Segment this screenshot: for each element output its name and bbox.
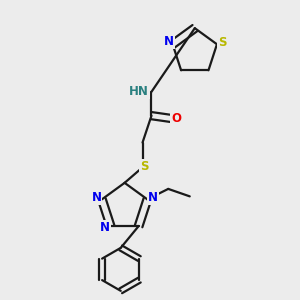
Text: S: S xyxy=(140,160,148,173)
Text: N: N xyxy=(164,35,174,48)
Text: N: N xyxy=(148,191,158,204)
Text: S: S xyxy=(218,36,226,49)
Text: N: N xyxy=(92,191,101,204)
Text: N: N xyxy=(100,221,110,234)
Text: O: O xyxy=(171,112,181,125)
Text: HN: HN xyxy=(129,85,149,98)
